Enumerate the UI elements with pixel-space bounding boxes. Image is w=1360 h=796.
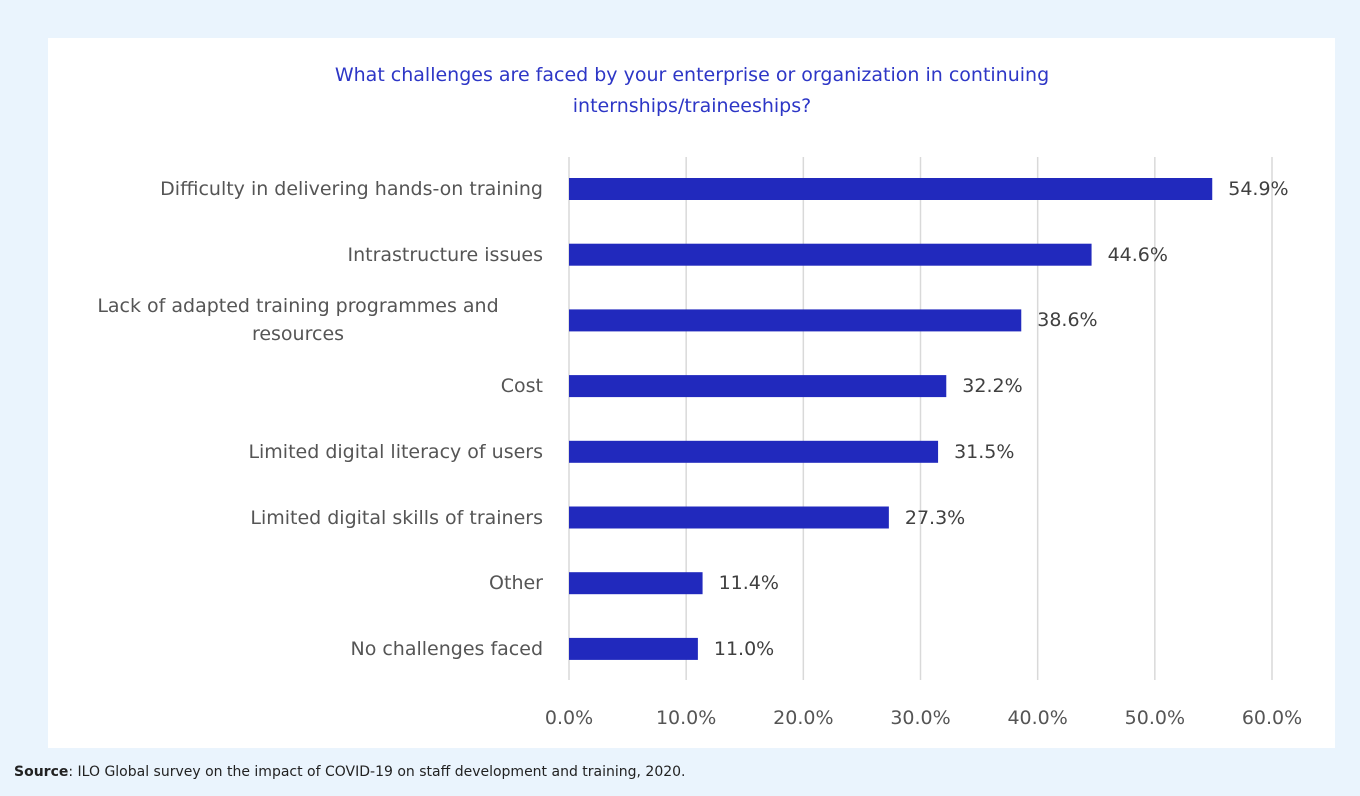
y-tick-label: Limited digital skills of trainers (250, 506, 543, 529)
x-tick-label: 60.0% (1241, 707, 1303, 729)
bar (569, 178, 1213, 200)
category-label-box: Other (489, 553, 543, 613)
x-tick-label: 10.0% (655, 707, 717, 729)
category-label-box: Difficulty in delivering hands-on traini… (160, 159, 543, 219)
y-tick-label: Lack of adapted training programmes and … (97, 295, 499, 346)
source-label: Source (14, 764, 69, 780)
bar (569, 637, 698, 660)
category-label-box: Limited digital skills of trainers (250, 488, 543, 548)
chart-title: What challenges are faced by your enterp… (334, 64, 1050, 117)
category-label-box: Cost (501, 356, 543, 416)
bar (569, 375, 947, 398)
value-label: 44.6% (1107, 243, 1168, 266)
value-label: 38.6% (1037, 309, 1098, 332)
bar (569, 572, 703, 595)
y-tick-label: Other (489, 572, 543, 595)
bar (569, 243, 1092, 266)
source-text: : ILO Global survey on the impact of COV… (68, 764, 686, 780)
category-label-box: Intrastructure issues (347, 225, 543, 285)
value-label: 54.9% (1228, 178, 1289, 200)
x-tick-label: 0.0% (544, 707, 594, 729)
value-label: 31.5% (954, 440, 1015, 463)
y-tick-label: Cost (500, 375, 543, 398)
value-label: 11.4% (718, 572, 779, 595)
category-label-box: Lack of adapted training programmes and … (53, 290, 543, 350)
y-tick-label: Intrastructure issues (347, 243, 543, 266)
x-tick-label: 50.0% (1124, 707, 1185, 729)
y-tick-label: Difficulty in delivering hands-on traini… (160, 178, 543, 200)
y-tick-label: No challenges faced (350, 637, 543, 660)
y-tick-label: Limited digital literacy of users (248, 440, 543, 463)
source-note: Source: ILO Global survey on the impact … (14, 764, 686, 780)
value-label: 27.3% (904, 506, 966, 529)
x-tick-label: 20.0% (773, 707, 834, 729)
category-label-box: Limited digital literacy of users (248, 422, 543, 482)
bar (569, 506, 889, 529)
value-label: 11.0% (713, 637, 775, 660)
value-label: 32.2% (962, 375, 1023, 398)
x-tick-label: 30.0% (890, 707, 951, 729)
x-tick-label: 40.0% (1007, 707, 1068, 729)
bar (569, 309, 1022, 332)
bar (569, 440, 939, 463)
category-label-box: No challenges faced (350, 619, 543, 679)
